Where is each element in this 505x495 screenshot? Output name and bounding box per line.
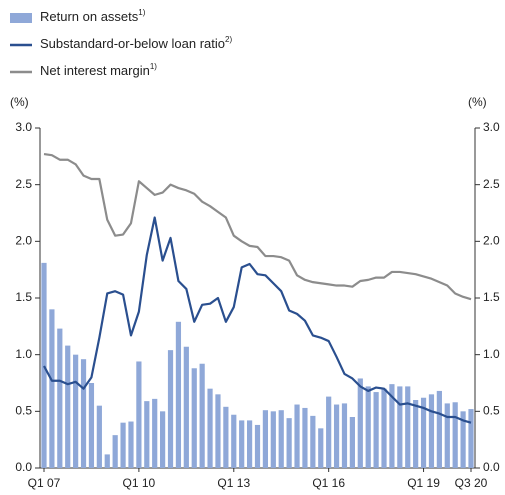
line	[43, 216, 472, 424]
bar	[468, 409, 474, 468]
legend-label: Net interest margin1)	[40, 62, 157, 78]
bar	[397, 386, 403, 468]
y2-tick-label: 0.0	[483, 460, 500, 474]
legend-swatch	[10, 13, 32, 23]
legend-label: Return on assets1)	[40, 8, 146, 24]
bar	[310, 415, 316, 468]
legend-name: Return on assets	[40, 9, 139, 24]
bar	[167, 350, 174, 468]
bar	[112, 435, 118, 468]
bar	[239, 420, 245, 468]
bar	[231, 414, 237, 468]
legend-name: Net interest margin	[40, 63, 150, 78]
legend-note: 2)	[225, 35, 232, 44]
legend-label: Substandard-or-below loan ratio2)	[40, 35, 232, 51]
bar	[152, 398, 158, 468]
bar	[136, 361, 142, 468]
y-tick-label: 0.5	[15, 404, 32, 418]
bar	[420, 397, 427, 468]
bar	[160, 411, 166, 468]
bar	[341, 403, 348, 468]
bar	[413, 400, 419, 468]
bar	[381, 388, 387, 468]
x-tick-label: Q1 07	[28, 476, 61, 490]
y2-tick-label: 2.5	[483, 177, 500, 191]
bar	[286, 418, 292, 468]
y-tick-label: 1.0	[15, 347, 32, 361]
bar	[96, 405, 102, 468]
bar	[326, 396, 332, 468]
bar	[262, 410, 269, 468]
bar	[120, 422, 126, 468]
bar	[49, 309, 55, 468]
bar	[191, 368, 197, 468]
x-tick-label: Q1 16	[312, 476, 345, 490]
bar	[436, 390, 442, 468]
bar	[65, 345, 71, 468]
bar	[460, 411, 466, 468]
bar	[357, 378, 363, 468]
bar	[144, 401, 150, 468]
bar	[349, 417, 355, 468]
bar	[175, 321, 182, 468]
bar	[41, 262, 47, 468]
bar	[405, 386, 411, 468]
bar	[373, 392, 379, 468]
x-tick-label: Q1 19	[407, 476, 440, 490]
y2-tick-label: 1.0	[483, 347, 500, 361]
bar	[318, 428, 324, 468]
y-unit: (%)	[10, 95, 29, 109]
bar	[452, 402, 458, 468]
bar	[128, 421, 134, 468]
x-tick-label: Q1 13	[217, 476, 250, 490]
bar	[207, 388, 213, 468]
x-tick-label: Q3 20	[455, 476, 488, 490]
bar	[57, 328, 63, 468]
y2-unit: (%)	[468, 95, 487, 109]
y2-tick-label: 1.5	[483, 290, 500, 304]
bar	[73, 354, 79, 468]
bar	[270, 411, 276, 468]
x-tick-label: Q1 10	[123, 476, 156, 490]
y2-tick-label: 0.5	[483, 404, 500, 418]
legend-note: 1)	[138, 8, 145, 17]
bar	[389, 384, 395, 468]
line	[43, 152, 472, 301]
bar	[199, 363, 205, 468]
y2-tick-label: 3.0	[483, 120, 500, 134]
bar	[294, 404, 300, 468]
bar	[183, 346, 189, 468]
bar	[104, 454, 110, 468]
bar	[215, 394, 221, 468]
y-tick-label: 3.0	[15, 120, 32, 134]
bar	[302, 407, 308, 468]
y-tick-label: 2.0	[15, 234, 32, 248]
bar	[444, 403, 450, 468]
bar	[278, 410, 284, 468]
bar	[80, 359, 87, 468]
bar	[246, 420, 253, 468]
bar	[254, 424, 261, 468]
legend-name: Substandard-or-below loan ratio	[40, 36, 225, 51]
bar	[223, 406, 229, 468]
bar	[333, 404, 340, 468]
y-tick-label: 2.5	[15, 177, 32, 191]
y-tick-label: 1.5	[15, 290, 32, 304]
bar	[365, 386, 371, 468]
y-tick-label: 0.0	[15, 460, 32, 474]
legend-note: 1)	[150, 62, 157, 71]
bar	[88, 383, 95, 468]
bar	[428, 394, 435, 468]
y2-tick-label: 2.0	[483, 234, 500, 248]
